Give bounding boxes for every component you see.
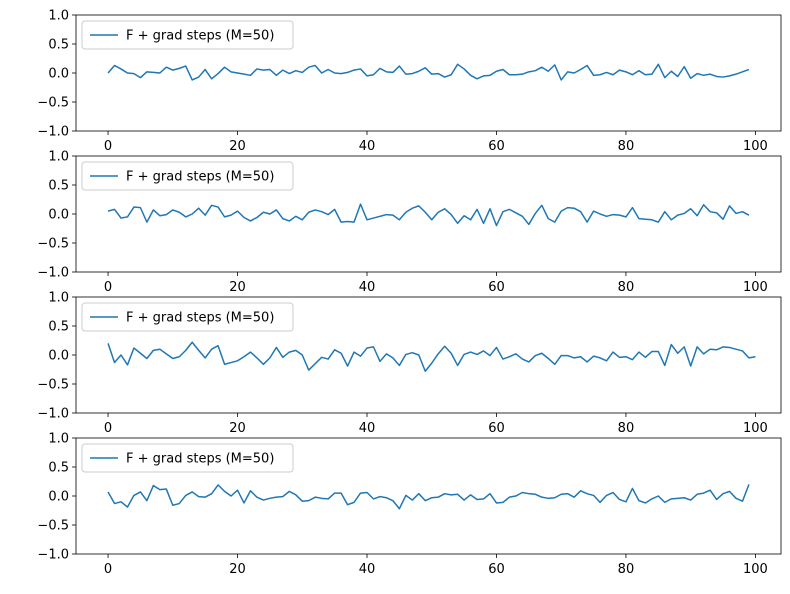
x-tick-label: 80 bbox=[618, 562, 635, 577]
x-tick-label: 60 bbox=[488, 421, 505, 436]
legend: F + grad steps (M=50) bbox=[81, 161, 294, 191]
series-line-2-1 bbox=[107, 203, 750, 227]
legend-frame bbox=[81, 302, 294, 332]
x-tick-label: 60 bbox=[488, 562, 505, 577]
y-tick-label: 0.0 bbox=[48, 349, 69, 364]
y-tick-label: 1.0 bbox=[48, 150, 69, 165]
x-tick-label: 80 bbox=[618, 421, 635, 436]
y-tick-label: −0.5 bbox=[37, 237, 69, 252]
y-tick-label: −1.0 bbox=[37, 266, 69, 281]
y-tick-label: 0.0 bbox=[48, 490, 69, 505]
y-tick-label: 0.5 bbox=[48, 38, 69, 53]
x-tick-label: 40 bbox=[359, 421, 376, 436]
x-tick-label: 40 bbox=[359, 562, 376, 577]
x-tick-label: 100 bbox=[743, 280, 768, 295]
y-tick-label: 1.0 bbox=[48, 432, 69, 447]
y-tick-label: −1.0 bbox=[37, 548, 69, 563]
legend: F + grad steps (M=50) bbox=[81, 443, 294, 473]
x-tick-label: 20 bbox=[229, 421, 246, 436]
legend-label: F + grad steps (M=50) bbox=[126, 170, 274, 185]
legend-label: F + grad steps (M=50) bbox=[126, 311, 274, 326]
x-tick-label: 100 bbox=[743, 421, 768, 436]
series-line-3-1 bbox=[107, 341, 756, 372]
x-tick-label: 40 bbox=[359, 139, 376, 154]
subplot-1: 0 20 40 60 80 100 −1.0 −0.5 0.0 0.5 1.0 F + grad st… bbox=[37, 9, 782, 154]
x-tick-label: 20 bbox=[229, 280, 246, 295]
legend-frame bbox=[81, 20, 294, 50]
y-tick-label: 0.5 bbox=[48, 179, 69, 194]
x-tick-label: 0 bbox=[104, 280, 112, 295]
x-tick-label: 100 bbox=[743, 562, 768, 577]
x-tick-label: 60 bbox=[488, 280, 505, 295]
legend-label: F + grad steps (M=50) bbox=[126, 452, 274, 467]
y-tick-label: 0.5 bbox=[48, 461, 69, 476]
y-tick-label: −0.5 bbox=[37, 378, 69, 393]
subplot-4: 0 20 40 60 80 100 −1.0 −0.5 0.0 0.5 1.0 F + grad st… bbox=[37, 432, 782, 577]
x-tick-label: 20 bbox=[229, 562, 246, 577]
x-tick-label: 60 bbox=[488, 139, 505, 154]
x-tick-label: 100 bbox=[743, 139, 768, 154]
legend-frame bbox=[81, 161, 294, 191]
x-tick-label: 0 bbox=[104, 562, 112, 577]
y-tick-label: 0.0 bbox=[48, 67, 69, 82]
y-tick-label: −0.5 bbox=[37, 519, 69, 534]
legend-frame bbox=[81, 443, 294, 473]
x-tick-label: 0 bbox=[104, 139, 112, 154]
y-tick-label: −1.0 bbox=[37, 125, 69, 140]
subplot-3: 0 20 40 60 80 100 −1.0 −0.5 0.0 0.5 1.0 F + grad st… bbox=[37, 291, 782, 436]
series-line-4-1 bbox=[107, 484, 750, 510]
x-tick-label: 20 bbox=[229, 139, 246, 154]
x-tick-label: 80 bbox=[618, 280, 635, 295]
subplot-2: 0 20 40 60 80 100 −1.0 −0.5 0.0 0.5 1.0 F + grad st… bbox=[37, 150, 782, 295]
legend-label: F + grad steps (M=50) bbox=[126, 29, 274, 44]
x-tick-label: 80 bbox=[618, 139, 635, 154]
x-tick-label: 40 bbox=[359, 280, 376, 295]
legend: F + grad steps (M=50) bbox=[81, 302, 294, 332]
y-tick-label: 0.5 bbox=[48, 320, 69, 335]
y-tick-label: 1.0 bbox=[48, 291, 69, 306]
y-tick-label: −1.0 bbox=[37, 407, 69, 422]
y-tick-label: 1.0 bbox=[48, 9, 69, 24]
x-tick-label: 0 bbox=[104, 421, 112, 436]
y-tick-label: −0.5 bbox=[37, 96, 69, 111]
series-line-1-1 bbox=[107, 63, 750, 81]
legend: F + grad steps (M=50) bbox=[81, 20, 294, 50]
y-tick-label: 0.0 bbox=[48, 208, 69, 223]
